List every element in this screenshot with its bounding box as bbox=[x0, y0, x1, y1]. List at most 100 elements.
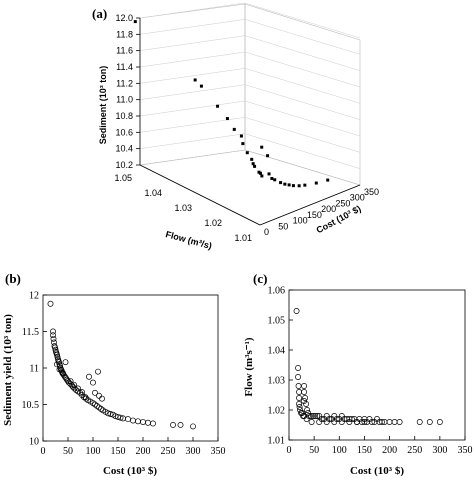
data-point bbox=[117, 414, 124, 421]
y-tick-label: 1.04 bbox=[268, 346, 286, 357]
panel-b-xlabel: Cost (10³ $) bbox=[103, 465, 157, 477]
x-tick-label: 350 bbox=[458, 445, 473, 456]
panel-a-flow-ticks: 1.05 1.04 1.03 1.02 1.01 bbox=[114, 173, 252, 243]
data-point bbox=[338, 419, 345, 425]
x-tick-label: 100 bbox=[332, 445, 347, 456]
data-point bbox=[133, 20, 137, 24]
wall-gridline bbox=[139, 2, 246, 19]
data-point bbox=[316, 419, 323, 425]
panel-c-label: (c) bbox=[253, 271, 267, 286]
data-point bbox=[304, 407, 311, 413]
data-point bbox=[291, 184, 295, 188]
data-point bbox=[50, 335, 57, 342]
cost-tick-label: 200 bbox=[321, 204, 336, 214]
y-tick-label: 1.03 bbox=[268, 376, 286, 387]
data-point bbox=[308, 419, 315, 425]
data-point bbox=[346, 419, 353, 425]
data-point bbox=[67, 378, 74, 385]
data-point bbox=[239, 134, 243, 138]
panel-b-y-ticks: 10 10.5 11 11.5 12 bbox=[22, 291, 47, 448]
sediment-tick-label: 10.4 bbox=[115, 144, 133, 154]
flow-tick-label: 1.02 bbox=[204, 218, 222, 228]
panel-a-zlabel: Sediment (10³ ton) bbox=[98, 66, 108, 145]
sediment-tick-label: 11.6 bbox=[116, 46, 133, 56]
cost-tick-label: 300 bbox=[350, 193, 365, 203]
data-point bbox=[331, 419, 338, 425]
data-point bbox=[251, 162, 255, 166]
data-point bbox=[56, 359, 62, 366]
back-wall-left bbox=[139, 3, 246, 166]
panel-a-xlabel: Flow (m³/s) bbox=[165, 229, 213, 251]
wall-gridline bbox=[139, 51, 246, 68]
data-point bbox=[295, 365, 302, 371]
back-wall-right bbox=[244, 3, 361, 186]
y-tick-label: 10 bbox=[29, 437, 39, 448]
data-point bbox=[303, 401, 310, 407]
y-tick-label: 1.05 bbox=[268, 316, 286, 327]
wall-gridline bbox=[139, 84, 246, 100]
data-point bbox=[312, 413, 319, 419]
data-point bbox=[426, 419, 433, 425]
data-point bbox=[190, 423, 196, 430]
data-point bbox=[71, 385, 78, 392]
x-tick-label: 250 bbox=[407, 445, 422, 456]
data-point bbox=[232, 127, 236, 131]
data-point bbox=[62, 359, 69, 366]
sediment-tick-label: 11.8 bbox=[116, 29, 133, 39]
x-tick-label: 0 bbox=[287, 445, 292, 456]
x-tick-label: 350 bbox=[211, 446, 226, 457]
data-point bbox=[73, 386, 79, 393]
data-point bbox=[297, 184, 301, 188]
data-point bbox=[79, 389, 85, 396]
data-point bbox=[94, 403, 100, 409]
y-tick-label: 1.02 bbox=[268, 406, 286, 417]
panel-a-label: (a) bbox=[92, 6, 107, 21]
data-point bbox=[92, 401, 98, 408]
data-point bbox=[54, 351, 60, 358]
wall-gridline bbox=[139, 68, 246, 84]
data-point bbox=[396, 419, 403, 425]
panel-b-points bbox=[47, 300, 196, 430]
flow-tick-label: 1.05 bbox=[114, 173, 132, 183]
data-point bbox=[361, 419, 368, 425]
data-point bbox=[52, 344, 58, 351]
data-point bbox=[47, 300, 54, 307]
cost-tick-label: 250 bbox=[335, 198, 350, 208]
cost-tick-label: 0 bbox=[264, 227, 269, 237]
data-point bbox=[310, 413, 317, 419]
sediment-tick-label: 11.2 bbox=[116, 78, 133, 88]
data-point bbox=[75, 388, 81, 395]
data-point bbox=[199, 84, 203, 88]
x-tick-label: 50 bbox=[309, 445, 319, 456]
x-tick-label: 150 bbox=[357, 445, 372, 456]
panel-c-ylabel: Flow (m³s⁻¹) bbox=[243, 337, 255, 396]
data-point bbox=[386, 419, 393, 425]
data-point bbox=[82, 394, 89, 401]
panel-a-3d-scatter: (a) 12.0 11.8 11.6 11.4 11.2 11.0 10.8 10.6 10.4… bbox=[92, 2, 379, 251]
data-point bbox=[75, 385, 81, 392]
x-tick-label: 200 bbox=[136, 446, 151, 457]
sediment-tick-label: 10.2 bbox=[115, 160, 133, 170]
data-point bbox=[145, 419, 151, 426]
data-point bbox=[391, 419, 398, 425]
sediment-tick-label: 11.0 bbox=[116, 95, 133, 105]
data-point bbox=[303, 183, 307, 187]
data-point bbox=[305, 410, 312, 416]
data-point bbox=[308, 413, 315, 419]
data-point bbox=[267, 172, 271, 176]
flow-tick-label: 1.04 bbox=[144, 188, 162, 198]
wall-gridline bbox=[244, 51, 361, 88]
data-point bbox=[56, 366, 63, 373]
panel-c-points bbox=[293, 308, 443, 425]
data-point bbox=[353, 419, 360, 425]
flow-tick-label: 1.03 bbox=[174, 203, 192, 213]
data-point bbox=[301, 383, 308, 389]
data-point bbox=[98, 405, 104, 412]
data-point bbox=[95, 368, 101, 375]
data-point bbox=[86, 373, 92, 380]
panel-b-ylabel: Sediment yield (10³ ton) bbox=[2, 314, 14, 426]
data-point bbox=[299, 410, 306, 416]
data-point bbox=[296, 401, 303, 407]
data-point bbox=[323, 419, 330, 425]
wall-gridline bbox=[244, 100, 361, 137]
